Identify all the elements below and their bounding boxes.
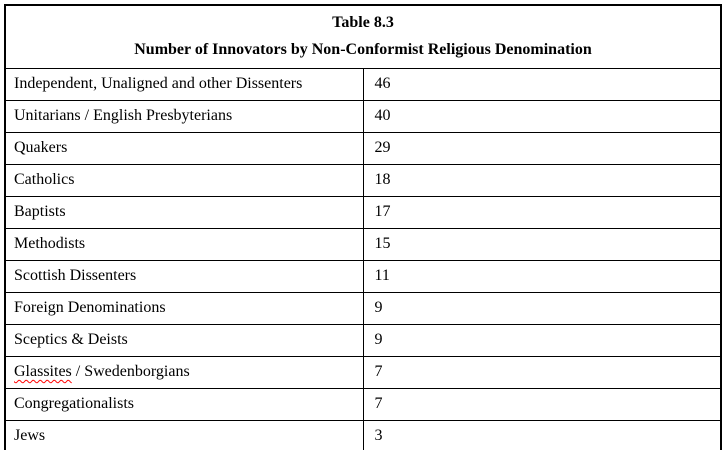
denomination-cell: Independent, Unaligned and other Dissent… xyxy=(4,68,364,101)
count-cell: 3 xyxy=(362,420,722,450)
misspelled-word: Glassites xyxy=(14,363,72,380)
table-row: Quakers 29 xyxy=(4,132,722,165)
table-header-cell: Table 8.3 Number of Innovators by Non-Co… xyxy=(4,4,722,69)
denomination-cell: Quakers xyxy=(4,132,364,165)
count-cell: 15 xyxy=(362,228,722,261)
denomination-cell: Glassites / Swedenborgians xyxy=(4,356,364,389)
count-cell: 9 xyxy=(362,292,722,325)
denomination-cell: Sceptics & Deists xyxy=(4,324,364,357)
denomination-label: Methodists xyxy=(14,235,86,252)
table-row: Jews 3 xyxy=(4,420,722,450)
innovators-table: Table 8.3 Number of Innovators by Non-Co… xyxy=(4,4,722,450)
denomination-cell: Jews xyxy=(4,420,364,450)
count-cell: 11 xyxy=(362,260,722,293)
count-cell: 7 xyxy=(362,356,722,389)
denomination-cell: Scottish Dissenters xyxy=(4,260,364,293)
table-row: Unitarians / English Presbyterians 40 xyxy=(4,100,722,133)
denomination-label: Congregationalists xyxy=(14,395,134,412)
table-row: Methodists 15 xyxy=(4,228,722,261)
count-cell: 40 xyxy=(362,100,722,133)
count-cell: 9 xyxy=(362,324,722,357)
denomination-label: Scottish Dissenters xyxy=(14,267,137,284)
denomination-label: Independent, Unaligned and other Dissent… xyxy=(14,75,303,92)
denomination-label: Sceptics & Deists xyxy=(14,331,128,348)
denomination-cell: Methodists xyxy=(4,228,364,261)
table-row: Catholics 18 xyxy=(4,164,722,197)
count-cell: 18 xyxy=(362,164,722,197)
table-subtitle: Number of Innovators by Non-Conformist R… xyxy=(134,41,592,58)
count-cell: 46 xyxy=(362,68,722,101)
count-cell: 7 xyxy=(362,388,722,421)
table-row: Scottish Dissenters 11 xyxy=(4,260,722,293)
table-row: Congregationalists 7 xyxy=(4,388,722,421)
denomination-cell: Unitarians / English Presbyterians xyxy=(4,100,364,133)
denomination-label: / Swedenborgians xyxy=(71,363,190,380)
denomination-cell: Foreign Denominations xyxy=(4,292,364,325)
denomination-cell: Baptists xyxy=(4,196,364,229)
table-row: Independent, Unaligned and other Dissent… xyxy=(4,68,722,101)
denomination-label: Quakers xyxy=(14,139,68,156)
table-row: Glassites / Swedenborgians 7 xyxy=(4,356,722,389)
denomination-label: Foreign Denominations xyxy=(14,299,166,316)
table-row: Baptists 17 xyxy=(4,196,722,229)
table-row: Foreign Denominations 9 xyxy=(4,292,722,325)
table-header-row: Table 8.3 Number of Innovators by Non-Co… xyxy=(4,4,722,69)
denomination-label: Jews xyxy=(14,427,46,444)
denomination-cell: Congregationalists xyxy=(4,388,364,421)
denomination-label: Catholics xyxy=(14,171,75,188)
denomination-label: Baptists xyxy=(14,203,66,220)
table-body: Independent, Unaligned and other Dissent… xyxy=(4,68,722,450)
denomination-cell: Catholics xyxy=(4,164,364,197)
table-title: Table 8.3 xyxy=(332,14,394,31)
count-cell: 17 xyxy=(362,196,722,229)
denomination-label: Unitarians / English Presbyterians xyxy=(14,107,233,124)
count-cell: 29 xyxy=(362,132,722,165)
table-row: Sceptics & Deists 9 xyxy=(4,324,722,357)
